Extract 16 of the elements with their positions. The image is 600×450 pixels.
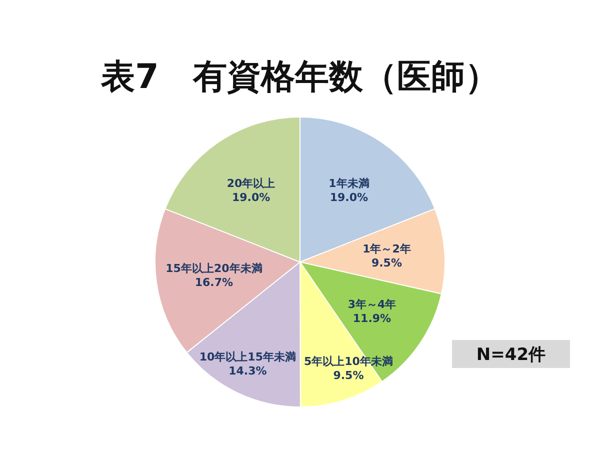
data-label: 11.9% (352, 312, 392, 325)
slice-label: 3年～4年 (348, 298, 396, 311)
data-label: 14.3% (228, 364, 267, 378)
data-label: 9.5% (333, 369, 364, 382)
data-label: 9.5% (371, 256, 402, 270)
slice-label: 1年～2年 (362, 242, 411, 256)
data-label: 19.0% (232, 191, 270, 204)
data-label: 19.0% (330, 191, 368, 204)
text: N=42件 (476, 345, 546, 365)
slice-label: 20年以上 (226, 177, 276, 190)
slice-label: 5年以上10年未満 (304, 355, 393, 368)
slice-label: 10年以上15年未満 (199, 350, 296, 364)
data-label: 16.7% (194, 276, 234, 289)
slice-label: 1年未満 (328, 177, 370, 190)
slice-label: 15年以上20年未満 (166, 262, 262, 275)
chart-title: 表7 有資格年数（医師） (100, 57, 499, 97)
